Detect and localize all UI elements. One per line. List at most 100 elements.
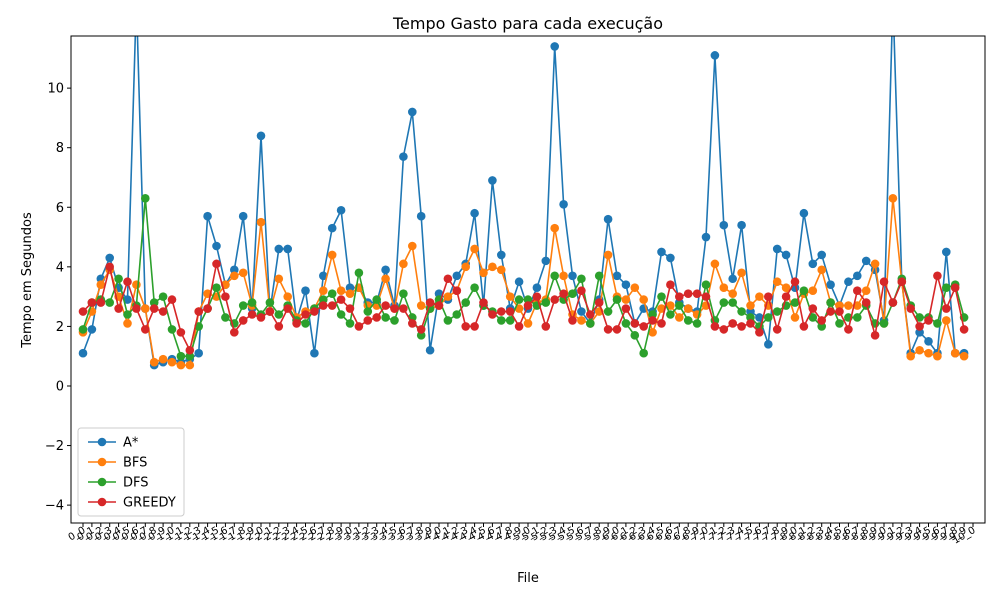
- data-point: [274, 310, 284, 319]
- data-point: [541, 256, 551, 266]
- data-point: [354, 322, 364, 331]
- data-point: [746, 307, 755, 316]
- data-point: [799, 322, 809, 331]
- data-point: [105, 298, 114, 307]
- data-point: [532, 292, 542, 301]
- data-point: [497, 250, 506, 260]
- data-point: [648, 328, 657, 337]
- legend: A* BFS DFS GREEDY: [77, 427, 185, 517]
- data-point: [132, 304, 141, 313]
- data-point: [399, 289, 408, 298]
- data-point: [452, 286, 462, 295]
- data-point: [310, 348, 319, 358]
- data-point: [158, 354, 168, 364]
- data-point: [319, 301, 328, 310]
- data-point: [764, 339, 773, 349]
- data-point: [452, 271, 462, 281]
- data-point: [817, 265, 826, 275]
- legend-label: BFS: [123, 456, 147, 471]
- data-point: [781, 292, 791, 301]
- data-point: [630, 331, 640, 340]
- data-point: [924, 337, 933, 346]
- data-point: [390, 304, 399, 313]
- data-point: [230, 271, 239, 281]
- data-point: [817, 322, 826, 331]
- data-point: [141, 194, 150, 203]
- data-point: [870, 259, 880, 269]
- data-point: [327, 250, 337, 260]
- data-point: [808, 286, 818, 295]
- data-point: [666, 301, 675, 310]
- data-point: [381, 274, 390, 284]
- data-point: [933, 319, 942, 328]
- data-point: [737, 220, 746, 230]
- data-point: [167, 357, 177, 367]
- data-point: [577, 307, 586, 316]
- data-point: [683, 316, 693, 325]
- data-point: [176, 351, 186, 361]
- data-point: [675, 313, 684, 322]
- y-tick-label: 10: [47, 82, 64, 97]
- legend-box: [77, 427, 185, 517]
- data-point: [203, 304, 212, 313]
- data-point: [461, 298, 471, 307]
- data-point: [336, 295, 346, 304]
- data-point: [790, 298, 800, 307]
- data-point: [256, 313, 266, 322]
- data-point: [621, 280, 631, 290]
- data-point: [505, 316, 515, 325]
- data-point: [345, 319, 355, 328]
- data-point: [568, 316, 577, 325]
- data-point: [728, 298, 737, 307]
- data-point: [425, 298, 435, 307]
- data-point: [835, 319, 844, 328]
- data-point: [835, 301, 844, 310]
- chart-title: Tempo Gasto para cada execução: [392, 14, 663, 33]
- data-point: [906, 351, 915, 361]
- data-point: [283, 292, 293, 301]
- data-point: [283, 244, 293, 254]
- data-point: [167, 325, 177, 334]
- data-point: [692, 319, 702, 328]
- data-point: [114, 274, 123, 284]
- data-point: [123, 295, 132, 304]
- data-point: [327, 223, 337, 233]
- data-point: [826, 280, 835, 290]
- data-point: [683, 289, 693, 298]
- data-point: [399, 152, 408, 161]
- legend-marker: [97, 457, 107, 467]
- y-tick-label: 8: [56, 141, 64, 156]
- data-point: [844, 301, 853, 310]
- data-point: [461, 322, 471, 331]
- data-point: [194, 348, 203, 358]
- y-tick-label: −2: [45, 439, 64, 454]
- data-point: [238, 211, 248, 221]
- data-point: [470, 322, 479, 331]
- legend-label: A*: [123, 436, 139, 451]
- data-point: [238, 268, 248, 278]
- data-point: [158, 307, 168, 316]
- data-point: [185, 345, 195, 355]
- data-point: [755, 313, 764, 322]
- data-point: [559, 271, 568, 281]
- data-point: [247, 310, 257, 319]
- x-ticks: 0_00_10_20_30_40_50_60_70_80_91_01_11_21…: [67, 523, 978, 547]
- data-point: [764, 292, 773, 301]
- data-point: [755, 292, 764, 301]
- legend-label: GREEDY: [123, 496, 176, 511]
- data-point: [559, 199, 568, 209]
- data-point: [603, 214, 613, 224]
- data-point: [639, 295, 648, 304]
- data-point: [416, 211, 426, 221]
- data-point: [719, 298, 729, 307]
- data-point: [888, 298, 898, 307]
- data-point: [790, 313, 800, 322]
- data-point: [514, 277, 524, 287]
- data-point: [648, 310, 657, 319]
- data-point: [808, 259, 818, 269]
- data-point: [942, 247, 951, 257]
- data-point: [470, 283, 479, 292]
- data-point: [719, 325, 729, 334]
- data-point: [612, 325, 622, 334]
- data-point: [497, 265, 506, 275]
